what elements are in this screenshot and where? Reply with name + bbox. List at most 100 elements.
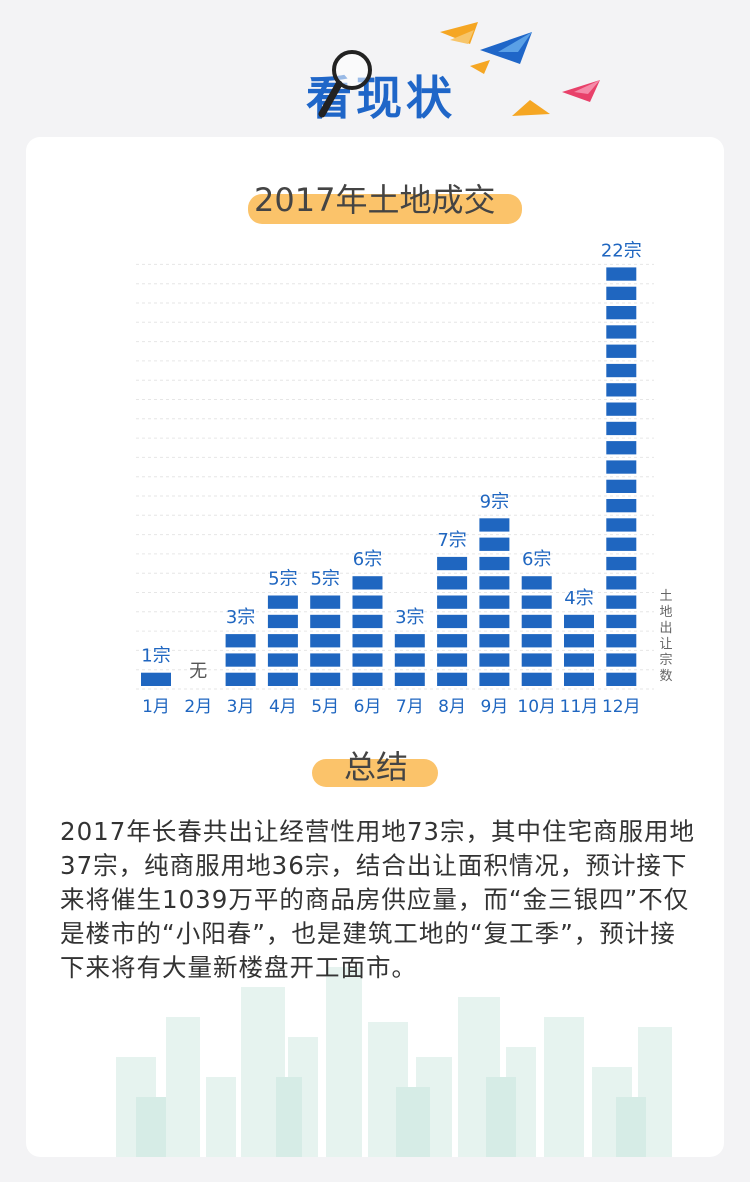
paper-plane-icon bbox=[512, 100, 550, 116]
y-axis-label-char: 土 bbox=[659, 589, 672, 604]
bar-segment bbox=[437, 653, 468, 667]
bar-3月 bbox=[225, 634, 256, 686]
bar-segment bbox=[437, 672, 468, 686]
bar-10月 bbox=[521, 576, 552, 686]
y-axis-label-char: 出 bbox=[659, 621, 672, 636]
bar-segment bbox=[479, 653, 510, 667]
bar-segment bbox=[225, 634, 256, 648]
data-label: 5宗 bbox=[268, 569, 297, 590]
bar-segment bbox=[352, 576, 383, 590]
data-label: 无 bbox=[189, 661, 207, 682]
bar-segment bbox=[352, 653, 383, 667]
bar-segment bbox=[606, 267, 637, 281]
bar-segment bbox=[394, 653, 425, 667]
x-tick-label: 9月 bbox=[480, 697, 508, 717]
bar-segment bbox=[310, 634, 341, 648]
chart-title-pill bbox=[248, 194, 522, 224]
bar-segment bbox=[225, 672, 256, 686]
header: 看现状 bbox=[0, 0, 750, 135]
y-axis-label-char: 让 bbox=[659, 637, 672, 652]
y-axis-label-char: 地 bbox=[659, 605, 672, 620]
bar-segment bbox=[479, 672, 510, 686]
bar-9月 bbox=[479, 518, 510, 686]
bar-segment bbox=[267, 634, 298, 648]
magnifier-icon bbox=[318, 50, 372, 118]
bar-segment bbox=[606, 537, 637, 551]
bar-segment bbox=[394, 672, 425, 686]
bar-segment bbox=[479, 537, 510, 551]
bar-12月 bbox=[606, 267, 637, 686]
chart-title: 2017年土地成交 bbox=[254, 181, 496, 219]
x-tick-label: 5月 bbox=[311, 697, 339, 717]
bar-segment bbox=[521, 634, 552, 648]
bar-segment bbox=[479, 556, 510, 571]
data-label: 6宗 bbox=[522, 549, 551, 570]
data-label: 7宗 bbox=[437, 530, 466, 551]
bar-segment bbox=[437, 634, 468, 648]
bar-segment bbox=[606, 672, 637, 686]
bar-segment bbox=[521, 653, 552, 667]
paper-plane-icon bbox=[562, 80, 600, 102]
bar-segment bbox=[310, 614, 341, 629]
x-tick-label: 6月 bbox=[354, 697, 382, 717]
bar-segment bbox=[521, 595, 552, 609]
bar-segment bbox=[479, 614, 510, 629]
bar-segment bbox=[521, 614, 552, 629]
x-tick-label: 11月 bbox=[560, 697, 599, 717]
bar-segment bbox=[606, 286, 637, 300]
bar-segment bbox=[479, 595, 510, 609]
bar-segment bbox=[606, 653, 637, 667]
paper-plane-icon bbox=[440, 22, 532, 64]
bar-segment bbox=[267, 672, 298, 686]
summary-heading-pill bbox=[312, 759, 438, 787]
bar-segment bbox=[606, 479, 637, 493]
bar-segment bbox=[606, 460, 637, 474]
bar-segment bbox=[437, 614, 468, 629]
summary-heading: 总结 bbox=[344, 748, 409, 786]
data-label: 9宗 bbox=[480, 491, 509, 512]
x-tick-label: 4月 bbox=[269, 697, 297, 717]
bar-segment bbox=[606, 614, 637, 629]
content-card: 2017年土地成交 1宗 1月无 2月 3宗 3月 5宗 4月 5宗 5月 6宗 6月 3宗 7月 7宗 8… bbox=[26, 137, 724, 1157]
bar-segment bbox=[606, 518, 637, 532]
bar-segment bbox=[564, 634, 594, 648]
bar-segment bbox=[564, 653, 594, 667]
data-label: 6宗 bbox=[353, 549, 382, 570]
x-tick-label: 1月 bbox=[142, 697, 170, 717]
bar-segment bbox=[606, 634, 637, 648]
bar-segment bbox=[564, 672, 594, 686]
x-tick-label: 2月 bbox=[184, 697, 212, 717]
data-label: 4宗 bbox=[564, 588, 593, 609]
bar-chart: 1宗 1月无 2月 3宗 3月 5宗 4月 5宗 5月 6宗 6月 3宗 7月 7宗 8月 9宗 9月 6宗 10月… bbox=[136, 240, 673, 717]
paper-plane-icon bbox=[470, 60, 490, 74]
bar-segment bbox=[141, 672, 171, 686]
bar-segment bbox=[267, 614, 298, 629]
bar-segment bbox=[479, 576, 510, 590]
x-tick-label: 3月 bbox=[227, 697, 255, 717]
bar-segment bbox=[394, 634, 425, 648]
bar-segment bbox=[606, 306, 637, 320]
bar-segment bbox=[606, 595, 637, 609]
bar-7月 bbox=[394, 634, 425, 686]
bar-segment bbox=[352, 672, 383, 686]
data-label: 22宗 bbox=[601, 240, 642, 261]
bar-segment bbox=[606, 402, 637, 416]
bar-4月 bbox=[267, 595, 298, 686]
bar-segment bbox=[564, 614, 594, 629]
city-skyline-illustration bbox=[116, 967, 672, 1157]
bar-segment bbox=[437, 576, 468, 590]
bar-1月 bbox=[141, 672, 171, 686]
bar-segment bbox=[479, 634, 510, 648]
bar-segment bbox=[606, 363, 637, 378]
bar-segment bbox=[606, 344, 637, 358]
y-axis-label-char: 宗 bbox=[659, 652, 672, 668]
bar-segment bbox=[521, 672, 552, 686]
data-label: 3宗 bbox=[226, 607, 255, 628]
bar-segment bbox=[352, 595, 383, 609]
bar-segment bbox=[606, 441, 637, 455]
grid-lines bbox=[136, 263, 654, 690]
x-tick-label: 7月 bbox=[396, 697, 424, 717]
data-label: 1宗 bbox=[141, 646, 170, 667]
bar-segment bbox=[267, 653, 298, 667]
